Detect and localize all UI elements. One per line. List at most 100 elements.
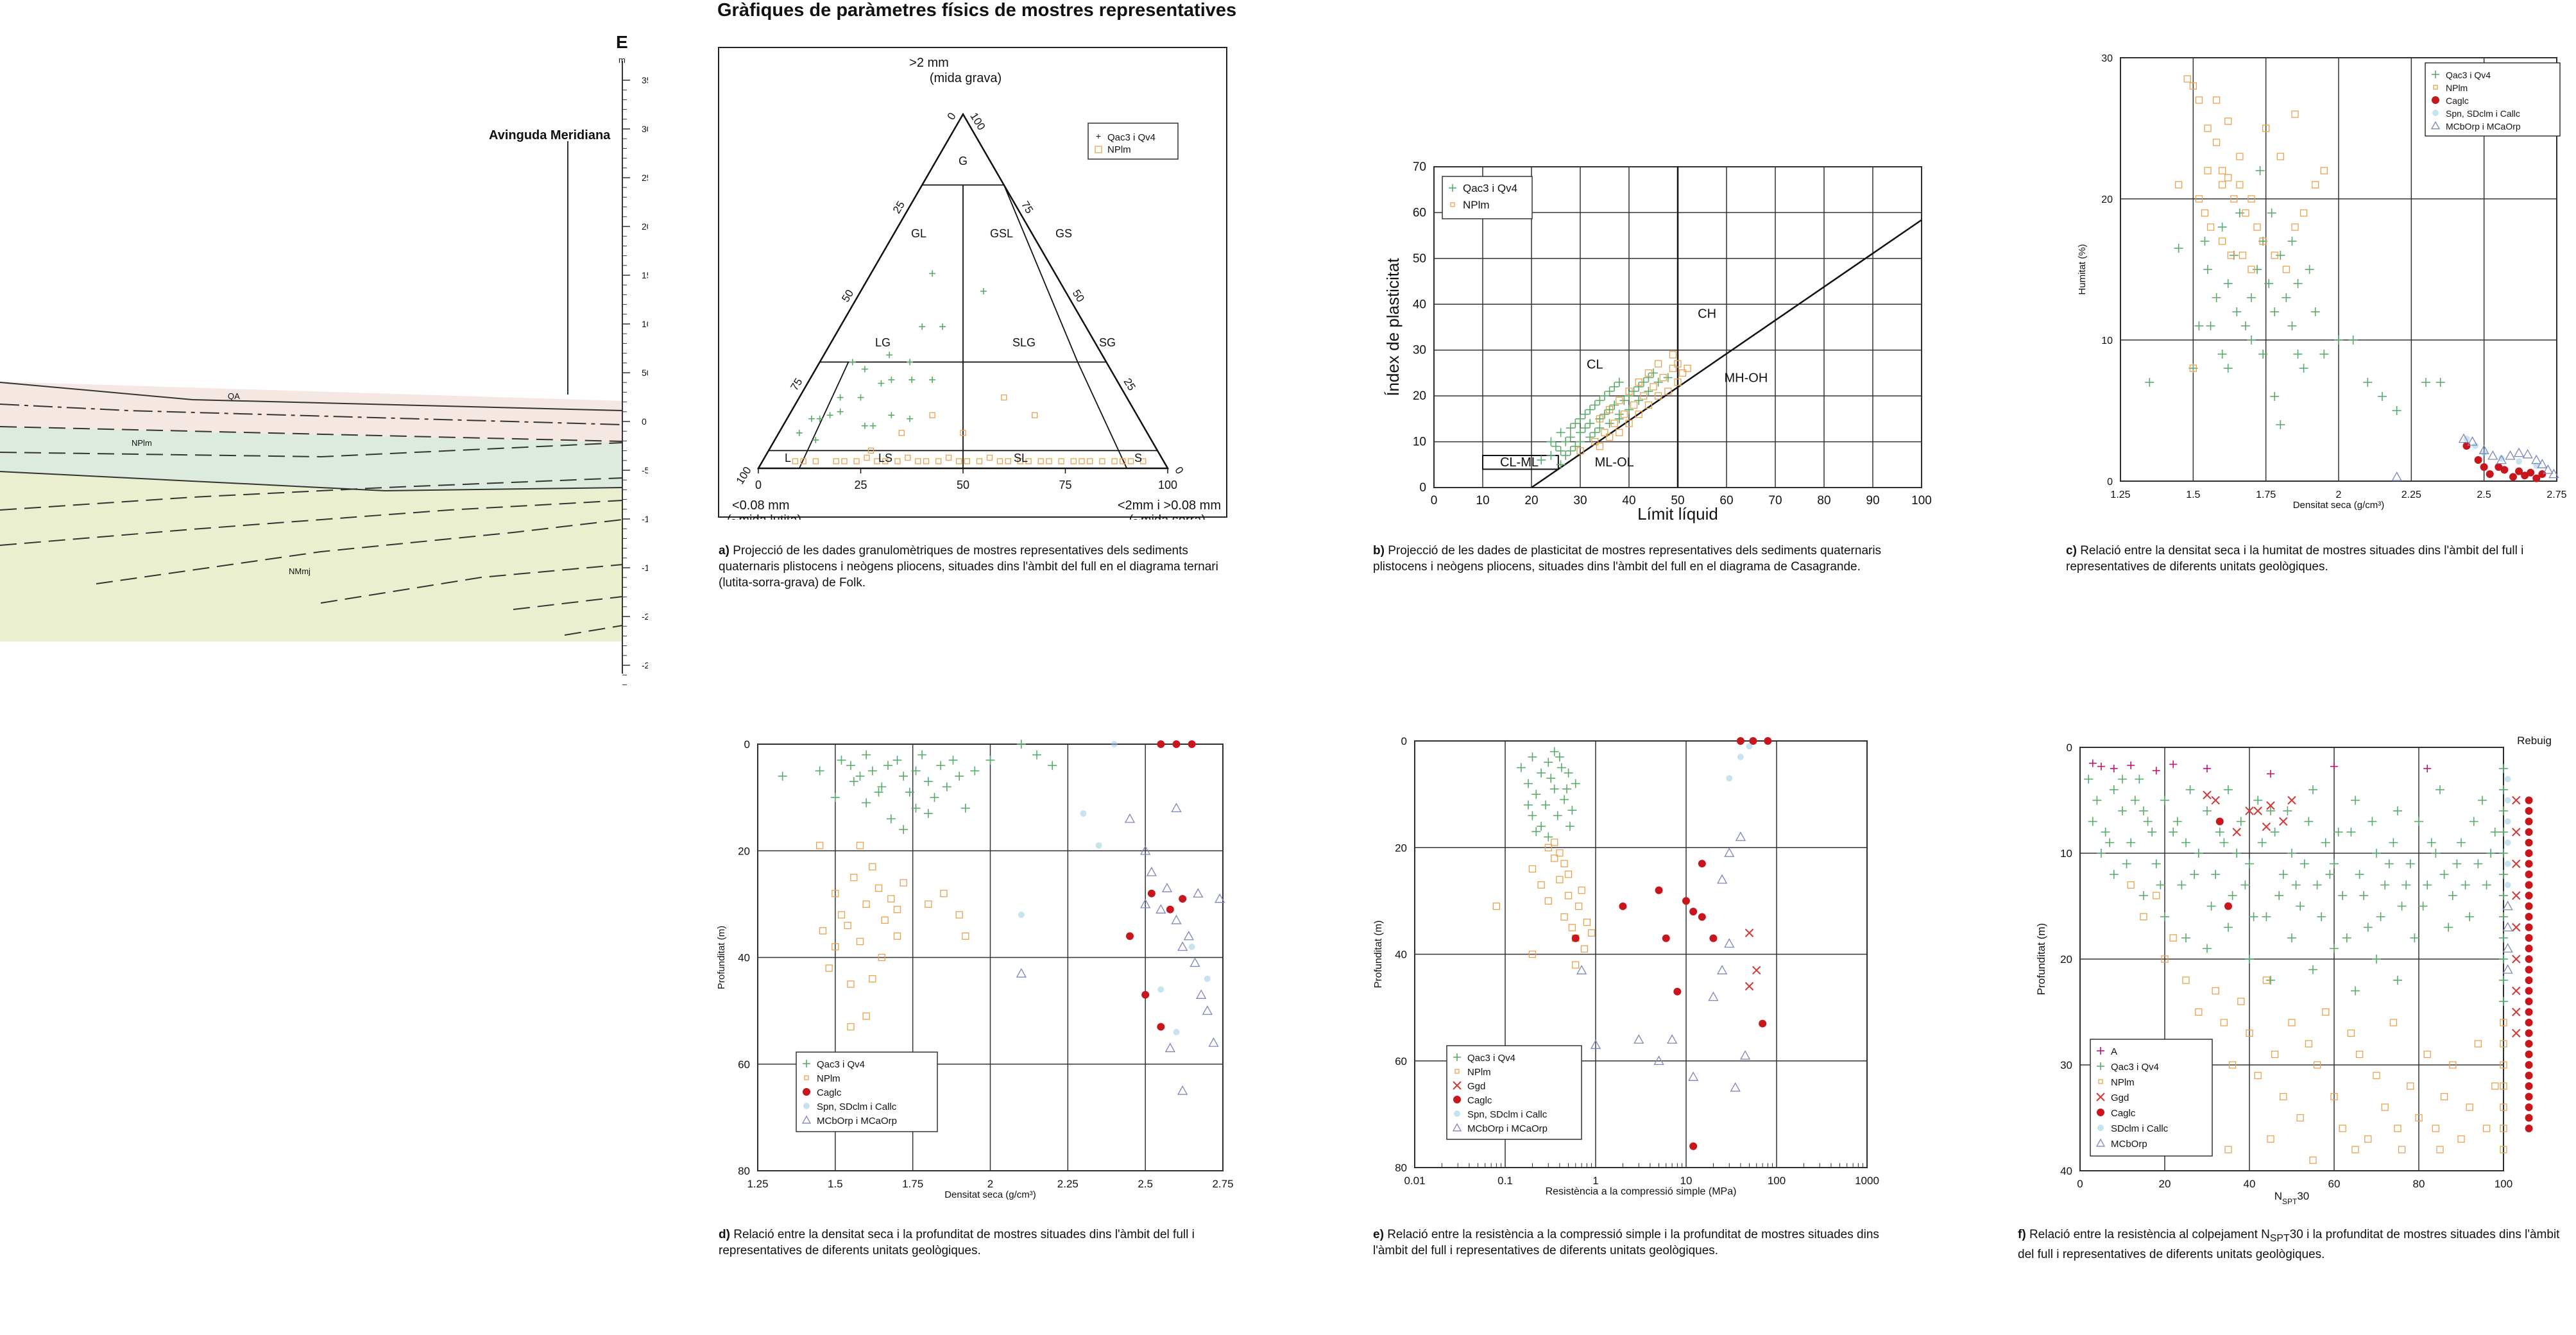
data-point — [2242, 209, 2249, 217]
data-point — [1531, 827, 1541, 837]
data-point — [2203, 765, 2211, 772]
data-point — [1208, 1037, 1219, 1047]
data-point — [1585, 419, 1595, 428]
data-point — [2212, 139, 2221, 146]
unit-label-nmmj: NMmj — [289, 566, 311, 576]
data-point — [923, 809, 933, 819]
legend-point — [803, 1088, 810, 1096]
data-point — [2512, 828, 2521, 837]
data-point — [1141, 991, 1150, 999]
data-point — [2097, 849, 2106, 858]
data-point — [1739, 1050, 1751, 1060]
data-point — [869, 863, 876, 871]
x-tick-label: 1.5 — [828, 1178, 843, 1190]
data-point — [936, 761, 946, 770]
legend-point — [1095, 146, 1102, 153]
data-point — [1571, 934, 1580, 942]
data-point — [2478, 795, 2487, 805]
data-point — [861, 422, 868, 429]
data-point — [2347, 1029, 2355, 1037]
data-point — [2122, 859, 2131, 869]
data-point — [1576, 965, 1587, 974]
data-point — [2525, 998, 2533, 1005]
x-tick-label: 2 — [987, 1178, 993, 1190]
data-point — [2267, 1135, 2274, 1143]
data-point — [2258, 350, 2268, 359]
data-point — [1156, 904, 1166, 914]
data-point — [2499, 870, 2508, 879]
data-point — [2504, 860, 2511, 867]
data-point — [2200, 237, 2210, 246]
left-tick: 0 — [945, 110, 959, 122]
data-point — [1157, 1023, 1165, 1031]
data-point — [2525, 1019, 2533, 1026]
data-point — [1561, 437, 1571, 446]
data-point — [792, 458, 799, 464]
x-tick-label: 0 — [1431, 494, 1438, 507]
data-point — [2499, 955, 2508, 964]
data-point — [1600, 409, 1609, 419]
x-axis-label: Densitat seca (g/cm³) — [2293, 500, 2385, 511]
data-point — [2498, 455, 2505, 462]
data-point — [2266, 801, 2275, 810]
data-point — [1188, 943, 1195, 950]
data-point — [1555, 752, 1564, 761]
data-point — [1523, 800, 1533, 810]
x-tick-label: 1.75 — [902, 1178, 923, 1190]
data-point — [1127, 458, 1134, 464]
data-point — [2262, 822, 2271, 831]
legend-point — [2432, 110, 2439, 116]
zone-ml-ol: ML-OL — [1595, 455, 1634, 470]
x-tick-label: 20 — [1524, 494, 1538, 507]
data-point — [2230, 195, 2238, 203]
x-tick-label: 40 — [2244, 1178, 2256, 1190]
data-point — [929, 270, 936, 277]
data-point — [960, 430, 966, 436]
data-point — [2224, 902, 2232, 910]
data-point — [2309, 1156, 2317, 1164]
data-point — [2135, 774, 2144, 784]
data-point — [2364, 1135, 2372, 1143]
data-point — [2338, 891, 2348, 900]
data-point — [1590, 400, 1599, 410]
data-point — [2330, 1093, 2338, 1101]
data-point — [2245, 859, 2254, 869]
data-point — [2373, 1071, 2380, 1080]
scale-label: 150 — [642, 270, 648, 280]
data-point — [849, 359, 856, 366]
data-point — [899, 771, 908, 781]
data-point — [1625, 391, 1633, 401]
data-point — [2512, 891, 2521, 900]
data-point — [2237, 998, 2245, 1005]
data-point — [2480, 463, 2488, 471]
data-point — [2152, 767, 2160, 775]
data-point — [1583, 918, 1591, 926]
data-point — [1551, 441, 1560, 451]
data-point — [907, 415, 914, 422]
legend: Qac3 i Qv4 NPlm Caglc Spn, SDclm i Callc MCb… — [2425, 62, 2561, 137]
data-point — [1556, 876, 1564, 883]
data-point — [1188, 740, 1196, 748]
data-point — [1737, 753, 1744, 760]
data-point — [2305, 1040, 2313, 1048]
data-point — [923, 777, 933, 787]
data-point — [2525, 987, 2533, 995]
data-point — [869, 975, 876, 983]
data-point — [930, 793, 939, 803]
data-point — [812, 436, 819, 443]
data-point — [2287, 849, 2296, 858]
data-point — [2490, 828, 2500, 837]
data-point — [2415, 1114, 2423, 1122]
data-point — [800, 458, 806, 464]
data-point — [1625, 387, 1633, 395]
data-point — [1580, 423, 1590, 433]
data-point — [2228, 1061, 2237, 1069]
data-point — [1746, 743, 1753, 750]
data-point — [1644, 387, 1653, 396]
x-tick-label: 60 — [2328, 1178, 2341, 1190]
data-point — [1528, 865, 1537, 873]
data-point — [2203, 944, 2212, 953]
data-point — [2465, 912, 2475, 921]
data-point — [1726, 775, 1733, 782]
data-point — [1669, 364, 1677, 372]
